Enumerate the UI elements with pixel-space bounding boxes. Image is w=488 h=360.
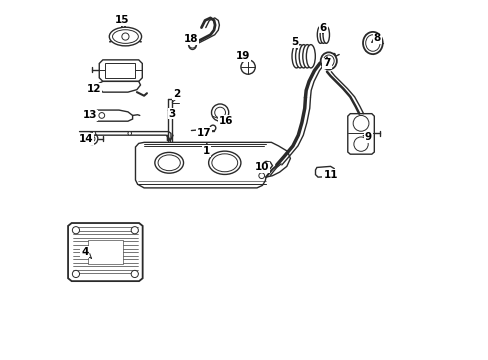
Bar [104,63,135,78]
Ellipse shape [362,32,382,54]
Text: 12: 12 [86,84,101,94]
Ellipse shape [365,35,379,51]
Text: 19: 19 [235,51,249,61]
Text: 11: 11 [323,170,337,180]
Circle shape [263,163,268,168]
Polygon shape [68,223,142,281]
Ellipse shape [158,155,180,171]
Text: 1: 1 [203,143,210,156]
Circle shape [86,133,98,144]
Circle shape [188,41,196,48]
Text: 16: 16 [218,116,233,126]
Ellipse shape [299,45,307,68]
Ellipse shape [323,55,333,67]
Circle shape [99,113,104,118]
Ellipse shape [320,52,336,69]
Text: 7: 7 [323,57,330,68]
Ellipse shape [291,45,301,68]
Text: 18: 18 [183,35,198,44]
Polygon shape [347,114,373,154]
Ellipse shape [211,154,237,172]
Circle shape [353,137,367,151]
Ellipse shape [208,151,241,175]
Text: 15: 15 [114,15,129,27]
Circle shape [352,116,368,131]
Ellipse shape [188,40,196,49]
Polygon shape [260,161,272,170]
Polygon shape [99,81,140,92]
Text: 9: 9 [363,132,371,142]
Text: 17: 17 [197,128,211,138]
Ellipse shape [320,26,326,43]
Text: 2: 2 [172,89,180,102]
Circle shape [72,226,80,234]
Circle shape [210,125,215,131]
Text: 10: 10 [254,162,268,172]
Polygon shape [99,60,142,81]
Circle shape [241,60,255,74]
Circle shape [131,226,138,234]
Circle shape [92,132,96,135]
Circle shape [89,136,95,141]
Text: 4: 4 [81,247,91,258]
Ellipse shape [323,26,329,43]
Ellipse shape [302,45,311,68]
Circle shape [128,132,131,135]
Ellipse shape [295,45,304,68]
Text: 5: 5 [290,37,298,49]
Ellipse shape [155,152,183,173]
Bar [88,240,122,264]
Polygon shape [94,110,132,121]
Circle shape [131,270,138,278]
Ellipse shape [306,45,315,68]
Polygon shape [135,142,290,188]
Text: 14: 14 [79,134,93,144]
Ellipse shape [112,30,138,43]
Text: 13: 13 [82,111,97,121]
Polygon shape [315,166,334,177]
Ellipse shape [211,104,228,121]
Circle shape [122,33,129,40]
Ellipse shape [317,26,323,43]
Circle shape [72,270,80,278]
Circle shape [258,173,264,179]
Text: 3: 3 [168,109,175,119]
Ellipse shape [109,27,142,46]
Text: 8: 8 [371,33,380,43]
Circle shape [214,107,225,118]
Text: 6: 6 [319,23,326,34]
